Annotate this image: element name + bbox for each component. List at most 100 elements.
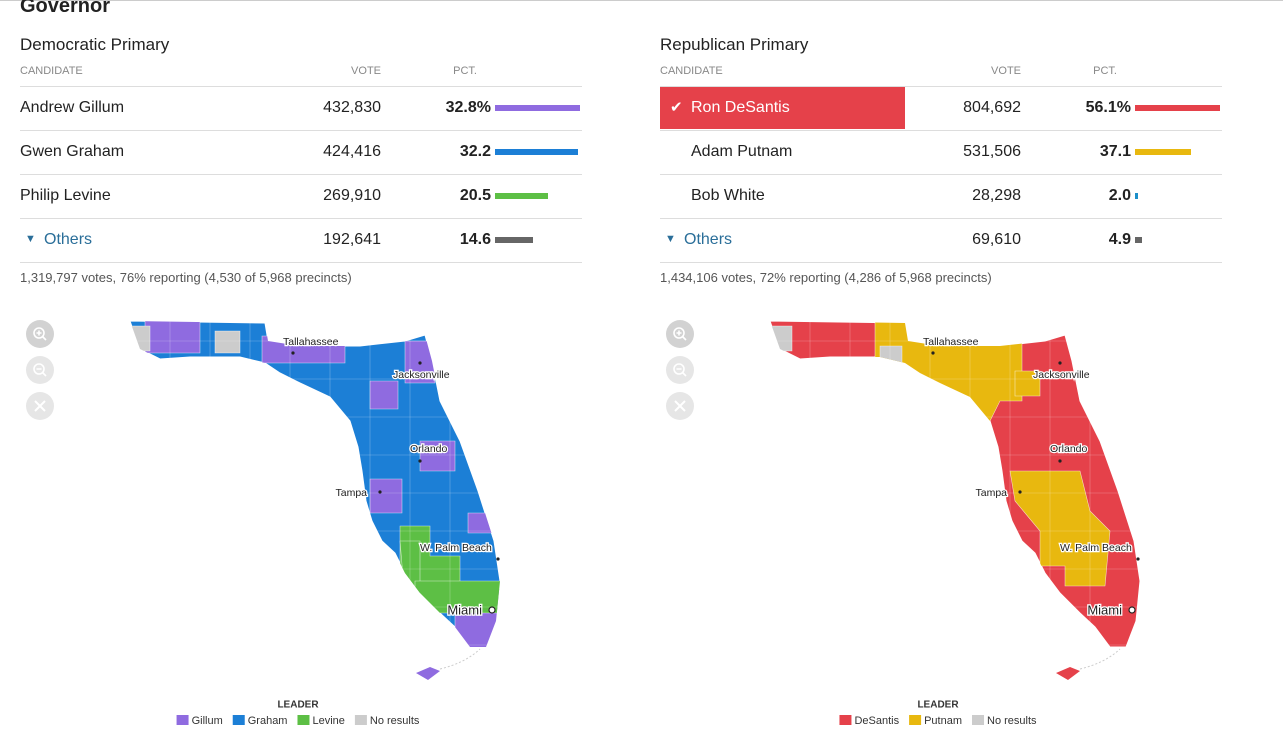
county-region (369, 478, 403, 514)
keys (1056, 667, 1080, 680)
map: Tallahassee Jacksonville Orlando Tampa W. Pa… (26, 320, 501, 727)
vote-count: 28,298 (972, 187, 1021, 204)
column-header: VOTE (991, 65, 1021, 77)
zoom-icon (673, 327, 685, 339)
zoom-button[interactable] (26, 320, 54, 348)
page-title: Governor (20, 0, 111, 17)
zoom-icon (676, 368, 687, 377)
city-dot (1058, 459, 1062, 463)
legend-title: LEADER (917, 700, 959, 711)
zoom-icon (34, 400, 46, 412)
candidate-name: Philip Levine (20, 187, 111, 204)
column-header: CANDIDATE (20, 65, 83, 77)
zoom-button[interactable] (26, 356, 54, 384)
candidate-name: Gwen Graham (20, 143, 125, 160)
pct-bar (495, 149, 579, 155)
legend-swatch (232, 715, 245, 725)
city-dot (496, 557, 500, 561)
pct-bar (495, 237, 533, 243)
vote-count: 69,610 (972, 231, 1021, 248)
legend-swatch (354, 715, 367, 725)
city-dot (418, 459, 422, 463)
vote-count: 432,830 (323, 99, 381, 116)
expand-arrow[interactable]: ▼ (25, 233, 36, 245)
vote-pct: 56.1% (1085, 99, 1131, 116)
legend: DeSantis Putnam No results (839, 715, 1037, 727)
county-region (130, 325, 151, 352)
map-layer: Tallahassee Jacksonville Orlando Tampa W. Pa… (666, 320, 1141, 727)
vote-count: 531,506 (963, 143, 1021, 160)
city-dot (1128, 606, 1136, 614)
city-label: Miami (1087, 602, 1122, 617)
county-region (1014, 370, 1041, 397)
city-label: Jacksonville (393, 369, 450, 381)
county-region (770, 325, 793, 352)
candidate-name[interactable]: Others (684, 231, 733, 248)
city-dot (1058, 361, 1062, 365)
vote-count: 424,416 (323, 143, 381, 160)
expand-arrow[interactable]: ▼ (665, 233, 676, 245)
keys (416, 667, 440, 680)
vote-pct: 32.2 (459, 143, 491, 160)
column-header: PCT. (1093, 65, 1117, 77)
candidate-name[interactable]: Others (44, 231, 93, 248)
city-label: W. Palm Beach (420, 542, 492, 554)
county-region (879, 345, 903, 374)
city-label: Orlando (1050, 443, 1088, 455)
row-line (660, 86, 1222, 87)
vote-pct: 4.9 (1108, 231, 1131, 248)
city-label: Tallahassee (283, 336, 339, 348)
legend-swatch (297, 715, 310, 725)
candidate-name: Bob White (691, 187, 765, 204)
legend-label: DeSantis (854, 715, 899, 727)
county-region (214, 330, 241, 354)
city-label: W. Palm Beach (1060, 542, 1132, 554)
legend-label: No results (370, 715, 420, 727)
row-line (660, 130, 1222, 131)
pct-bar (1135, 193, 1139, 199)
vote-pct: 2.0 (1108, 187, 1131, 204)
row-line (20, 218, 582, 219)
pct-bar (495, 193, 549, 199)
zoom-icon (33, 327, 45, 339)
legend-label: Levine (312, 715, 344, 727)
row-line (20, 130, 582, 131)
legend-title: LEADER (277, 700, 319, 711)
legend-swatch (972, 715, 985, 725)
candidate-name: Adam Putnam (691, 143, 793, 160)
summary: 1,319,797 votes, 76% reporting (4,530 of… (20, 270, 352, 285)
city-label: Miami (447, 602, 482, 617)
row-line (660, 218, 1222, 219)
city-dot (488, 606, 496, 614)
county-region (1009, 470, 1111, 587)
legend-label: Gillum (192, 715, 223, 727)
city-label: Orlando (410, 443, 448, 455)
vote-pct: 32.8% (445, 99, 491, 116)
row-line (20, 262, 582, 263)
column-header: CANDIDATE (660, 65, 723, 77)
city-label: Tampa (975, 487, 1007, 499)
city-dot (378, 490, 382, 494)
zoom-icon (673, 363, 685, 375)
vote-count: 192,641 (323, 231, 381, 248)
zoom-icon (674, 400, 686, 412)
zoom-icon (36, 368, 47, 377)
column-header: PCT. (453, 65, 477, 77)
city-dot (418, 361, 422, 365)
pct-bar (1135, 237, 1143, 243)
primary-panel: Republican Primary CANDIDATE VOTE PCT. ✔ Ron … (640, 1, 1280, 734)
zoom-button[interactable] (666, 356, 694, 384)
row-line (20, 174, 582, 175)
map: Tallahassee Jacksonville Orlando Tampa W. Pa… (666, 320, 1141, 727)
vote-count: 269,910 (323, 187, 381, 204)
map-layer: Tallahassee Jacksonville Orlando Tampa W. Pa… (26, 320, 501, 727)
keys-chain (1079, 648, 1121, 670)
winner-check: ✔ (670, 99, 683, 116)
legend: Gillum Graham Levine No results (176, 715, 420, 727)
summary: 1,434,106 votes, 72% reporting (4,286 of… (660, 270, 992, 285)
zoom-button[interactable] (666, 320, 694, 348)
county-region (369, 380, 399, 410)
city-dot (291, 351, 295, 355)
city-dot (1136, 557, 1140, 561)
